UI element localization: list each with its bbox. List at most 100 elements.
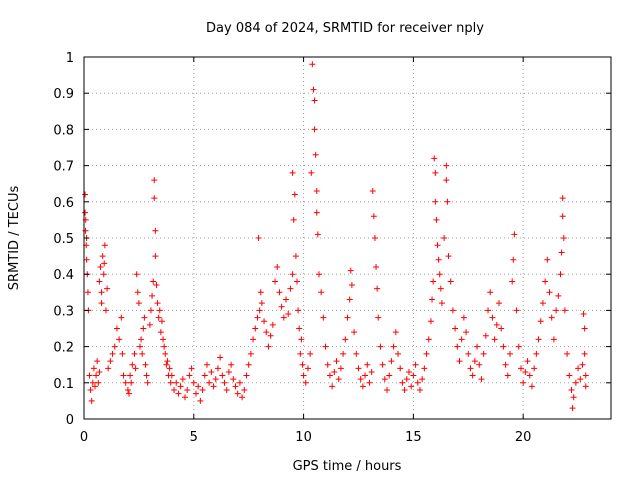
data-point — [432, 198, 439, 205]
data-point — [250, 336, 257, 343]
data-point — [582, 372, 589, 379]
x-tick-label: 0 — [80, 430, 88, 445]
data-point — [293, 278, 300, 285]
data-point — [322, 343, 329, 350]
data-point — [278, 303, 285, 310]
data-point — [379, 361, 386, 368]
data-point — [401, 387, 408, 394]
data-point — [168, 372, 175, 379]
data-point — [362, 372, 369, 379]
data-point — [126, 390, 133, 397]
y-tick-label: 0.8 — [53, 123, 74, 138]
data-point — [206, 379, 213, 386]
data-point — [90, 365, 97, 372]
data-point — [524, 358, 531, 365]
data-point — [370, 213, 377, 220]
data-point — [390, 343, 397, 350]
data-point — [443, 177, 450, 184]
data-point — [435, 256, 442, 263]
data-point — [438, 300, 445, 307]
data-point — [119, 350, 126, 357]
data-point — [139, 350, 146, 357]
data-point — [239, 394, 246, 401]
data-point — [478, 376, 485, 383]
data-point — [368, 368, 375, 375]
data-point — [300, 372, 307, 379]
data-point — [447, 278, 454, 285]
data-point — [441, 235, 448, 241]
data-point — [346, 296, 353, 303]
data-point — [408, 383, 415, 390]
data-point — [258, 300, 265, 307]
data-point — [395, 350, 402, 357]
data-point — [515, 343, 522, 350]
data-point — [88, 397, 95, 404]
data-point — [307, 350, 314, 357]
data-point — [465, 350, 472, 357]
data-point — [287, 285, 294, 292]
data-point — [162, 350, 169, 357]
data-point — [485, 307, 492, 314]
data-point — [212, 376, 219, 383]
data-point — [318, 289, 325, 296]
data-point — [252, 325, 259, 332]
data-point — [296, 325, 303, 332]
data-point — [105, 365, 112, 372]
data-point — [135, 300, 142, 307]
data-point — [431, 155, 438, 162]
data-point — [225, 368, 232, 375]
data-point — [295, 307, 302, 314]
data-point — [150, 278, 157, 285]
data-point — [531, 365, 538, 372]
data-point — [267, 332, 274, 339]
data-point — [86, 372, 93, 379]
data-point — [489, 314, 496, 321]
axis-ticks: 00.10.20.30.40.50.60.70.80.910 5 10 15 20 — [53, 51, 611, 445]
data-point — [118, 314, 125, 321]
data-point — [163, 361, 170, 368]
data-point — [449, 307, 456, 314]
data-point — [366, 379, 373, 386]
data-point — [427, 318, 434, 325]
data-point — [195, 383, 202, 390]
data-point — [575, 365, 582, 372]
data-point — [129, 361, 136, 368]
data-point — [397, 365, 404, 372]
data-point — [151, 195, 158, 202]
data-point — [421, 365, 428, 372]
data-point — [544, 256, 551, 263]
data-point — [84, 289, 91, 296]
data-point — [555, 292, 562, 299]
data-point — [577, 376, 584, 383]
data-point — [436, 271, 443, 278]
data-point — [83, 256, 90, 263]
data-point — [357, 376, 364, 383]
data-point — [203, 361, 210, 368]
data-point — [526, 372, 533, 379]
data-point — [403, 376, 410, 383]
data-point — [89, 379, 96, 386]
data-point — [504, 372, 511, 379]
data-point — [331, 368, 338, 375]
data-point — [311, 126, 318, 133]
data-point — [309, 61, 316, 68]
data-point — [228, 361, 235, 368]
data-point — [257, 289, 264, 296]
data-point — [298, 336, 305, 343]
data-point — [190, 379, 197, 386]
data-point — [107, 358, 114, 365]
data-point — [460, 314, 467, 321]
data-point — [579, 361, 586, 368]
data-point — [463, 329, 470, 336]
data-point — [146, 321, 153, 328]
data-point — [276, 289, 283, 296]
data-point — [320, 314, 327, 321]
data-point — [265, 343, 272, 350]
data-point — [329, 383, 336, 390]
data-point — [101, 260, 108, 267]
data-point — [553, 307, 560, 314]
data-point — [471, 358, 478, 365]
data-point — [289, 169, 296, 176]
y-tick-label: 0.9 — [53, 87, 74, 102]
data-point — [433, 216, 440, 223]
